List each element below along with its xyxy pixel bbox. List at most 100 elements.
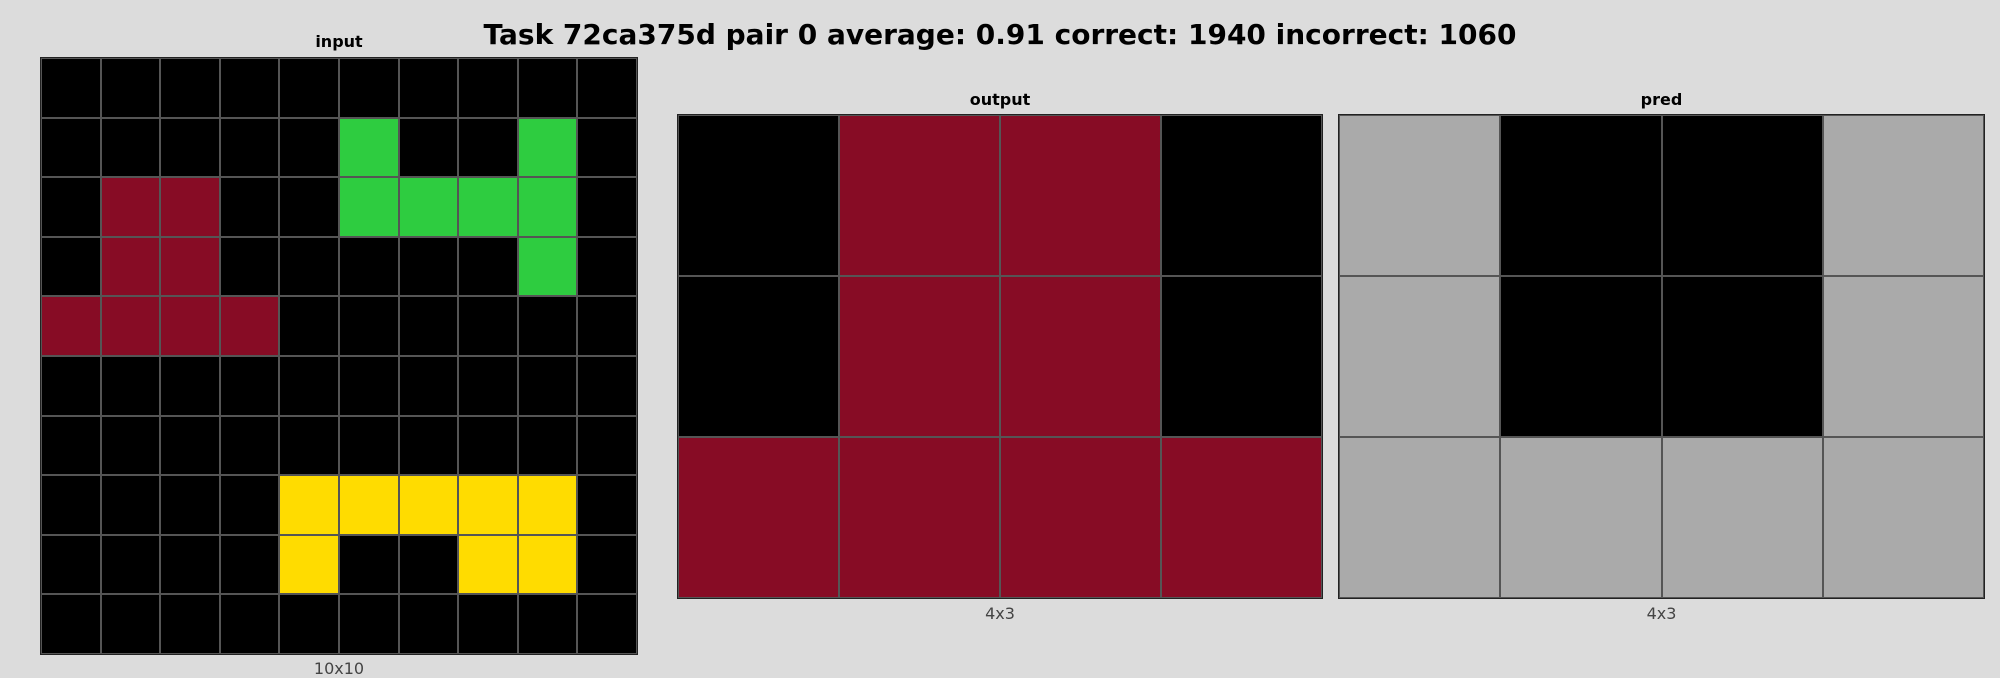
input-cell (577, 296, 637, 356)
input-cell (41, 117, 101, 178)
input-cell (398, 415, 459, 476)
input-cell (219, 475, 280, 535)
input-cell (338, 594, 399, 654)
input-cell (219, 594, 280, 654)
input-cell (279, 177, 339, 237)
input-cell (458, 296, 518, 356)
pred-cell (1339, 437, 1501, 598)
input-cell (517, 355, 578, 416)
input-grid (40, 57, 638, 655)
input-cell (160, 296, 220, 356)
input-cell (100, 58, 161, 118)
output-grid (677, 114, 1323, 599)
input-cell (577, 236, 637, 297)
output-cell (1000, 276, 1161, 437)
input-cell (279, 296, 339, 356)
input-cell (577, 58, 637, 118)
input-cell (41, 415, 101, 476)
input-cell (458, 415, 518, 476)
input-cell (517, 594, 578, 654)
pred-cell (1500, 437, 1662, 598)
input-cell (577, 177, 637, 237)
input-cell (398, 594, 459, 654)
input-cell (100, 475, 161, 535)
input-cell (41, 236, 101, 297)
input-cell (398, 177, 459, 237)
input-cell (219, 415, 280, 476)
input-cell (458, 534, 518, 595)
input-cell (41, 534, 101, 595)
input-cell (41, 58, 101, 118)
input-cell (41, 594, 101, 654)
pred-cell (1500, 115, 1662, 276)
output-label: output (969, 90, 1031, 109)
input-cell (577, 534, 637, 595)
input-cell (279, 58, 339, 118)
input-cell (160, 58, 220, 118)
pred-label: pred (1640, 90, 1683, 109)
input-cell (100, 177, 161, 237)
input-cell (517, 296, 578, 356)
input-cell (100, 236, 161, 297)
input-cell (41, 475, 101, 535)
pred-dims-label: 4x3 (1646, 604, 1677, 623)
input-cell (398, 475, 459, 535)
input-cell (279, 355, 339, 416)
input-cell (398, 58, 459, 118)
output-cell (1000, 115, 1161, 276)
input-cell (41, 177, 101, 237)
output-cell (1161, 437, 1322, 598)
input-cell (577, 594, 637, 654)
input-cell (338, 177, 399, 237)
input-cell (338, 475, 399, 535)
pred-grid (1338, 114, 1985, 599)
output-cell (839, 437, 1000, 598)
input-cell (279, 117, 339, 178)
input-cell (458, 177, 518, 237)
input-cell (160, 594, 220, 654)
input-dims-label: 10x10 (313, 659, 365, 678)
output-cell (839, 115, 1000, 276)
input-cell (458, 475, 518, 535)
input-cell (517, 475, 578, 535)
input-cell (338, 236, 399, 297)
pred-cell (1661, 437, 1823, 598)
input-cell (517, 534, 578, 595)
pred-cell (1661, 115, 1823, 276)
input-cell (398, 117, 459, 178)
input-cell (517, 236, 578, 297)
input-cell (41, 296, 101, 356)
input-cell (458, 236, 518, 297)
pred-cell (1661, 276, 1823, 437)
input-cell (398, 355, 459, 416)
input-cell (219, 117, 280, 178)
input-cell (517, 177, 578, 237)
input-cell (219, 236, 280, 297)
pred-cell (1822, 115, 1984, 276)
input-cell (100, 355, 161, 416)
input-cell (219, 355, 280, 416)
input-cell (160, 117, 220, 178)
input-cell (338, 117, 399, 178)
pred-cell (1822, 276, 1984, 437)
output-cell (1161, 276, 1322, 437)
pred-cell (1339, 276, 1501, 437)
input-cell (398, 534, 459, 595)
input-cell (279, 236, 339, 297)
input-cell (458, 355, 518, 416)
input-cell (458, 117, 518, 178)
output-dims-label: 4x3 (985, 604, 1015, 623)
pred-cell (1339, 115, 1501, 276)
input-cell (160, 177, 220, 237)
input-cell (100, 534, 161, 595)
input-cell (100, 296, 161, 356)
input-cell (338, 296, 399, 356)
input-cell (398, 236, 459, 297)
input-cell (517, 117, 578, 178)
input-cell (160, 475, 220, 535)
output-cell (678, 276, 839, 437)
input-cell (577, 355, 637, 416)
input-cell (338, 355, 399, 416)
output-cell (678, 437, 839, 598)
input-cell (279, 475, 339, 535)
